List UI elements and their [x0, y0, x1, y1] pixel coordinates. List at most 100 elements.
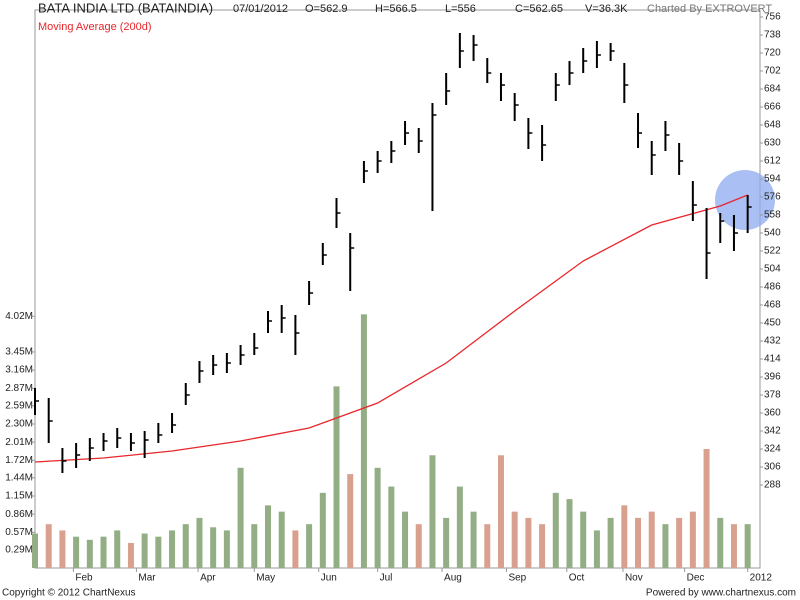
- plot-frame: [34, 9, 761, 569]
- y-tick-label: 486: [764, 282, 781, 293]
- volume-bar: [566, 499, 573, 568]
- moving-average-line: [34, 194, 748, 463]
- credit: Charted By EXTROVERT: [647, 3, 772, 15]
- y-tick-label: 558: [764, 210, 781, 221]
- volume-bar: [511, 511, 518, 568]
- chart-title: BATA INDIA LTD (BATAINDIA): [38, 0, 213, 15]
- x-tick-label: Feb: [75, 573, 93, 584]
- x-tick-label: Nov: [625, 573, 643, 584]
- volume-tick-label: 1.15M: [5, 491, 33, 502]
- x-tick-label: Dec: [687, 573, 705, 584]
- volume-bar: [237, 467, 244, 568]
- volume-bar: [470, 511, 477, 568]
- volume-bar: [525, 517, 532, 568]
- volume-bar: [374, 467, 381, 568]
- volume-tick-label: 2.01M: [5, 437, 33, 448]
- volume-tick-label: 2.59M: [5, 400, 33, 411]
- y-tick-label: 666: [764, 102, 781, 113]
- x-tick-label: May: [256, 573, 275, 584]
- x-tick-label: Apr: [200, 573, 216, 584]
- x-tick-label: Aug: [444, 573, 462, 584]
- volume-bar: [251, 524, 258, 568]
- volume-bar: [141, 533, 148, 568]
- volume-bar: [689, 511, 696, 568]
- y-tick-label: 702: [764, 66, 781, 77]
- volume-bar: [676, 517, 683, 568]
- volume-bar: [744, 524, 751, 568]
- volume-bar: [730, 524, 737, 568]
- volume-bar: [717, 517, 724, 568]
- volume-tick-label: 0.57M: [5, 527, 33, 538]
- y-tick-label: 360: [764, 408, 781, 419]
- volume-bar: [593, 530, 600, 568]
- volume-bar: [333, 386, 340, 568]
- y-tick-label: 342: [764, 426, 781, 437]
- volume-bar: [86, 539, 93, 568]
- volume-bar: [292, 530, 299, 568]
- volume-bar: [552, 492, 559, 568]
- volume-bar: [429, 455, 436, 568]
- volume-bar: [278, 511, 285, 568]
- quote-close: C=562.65: [515, 3, 563, 15]
- volume-bar: [264, 505, 271, 568]
- quote-high: H=566.5: [375, 3, 417, 15]
- y-tick-label: 648: [764, 120, 781, 131]
- volume-tick-label: 2.87M: [5, 383, 33, 394]
- volume-bar: [155, 536, 162, 568]
- volume-bar: [443, 517, 450, 568]
- volume-tick-label: 4.02M: [5, 311, 33, 322]
- quote-volume: V=36.3K: [585, 3, 628, 15]
- volume-bar: [319, 492, 326, 568]
- volume-bar: [456, 486, 463, 568]
- y-tick-label: 756: [764, 12, 781, 23]
- volume-tick-label: 0.29M: [5, 544, 33, 555]
- y-tick-label: 306: [764, 462, 781, 473]
- volume-bar: [580, 511, 587, 568]
- quote-low: L=556: [445, 3, 476, 15]
- y-tick-label: 684: [764, 84, 781, 95]
- volume-bar: [114, 530, 121, 568]
- x-tick-label: Oct: [569, 573, 585, 584]
- x-tick-label: Sep: [508, 573, 526, 584]
- volume-bar: [196, 517, 203, 568]
- x-tick-label: 2012: [750, 573, 773, 584]
- volume-tick-label: 2.30M: [5, 419, 33, 430]
- volume-bar: [306, 524, 313, 568]
- y-tick-label: 396: [764, 372, 781, 383]
- volume-tick-label: 3.16M: [5, 365, 33, 376]
- volume-bar: [210, 527, 217, 568]
- volume-bar: [648, 511, 655, 568]
- volume-bar: [347, 474, 354, 568]
- y-tick-label: 540: [764, 228, 781, 239]
- volume-bar: [662, 524, 669, 568]
- y-tick-label: 576: [764, 192, 781, 203]
- y-tick-label: 288: [764, 480, 781, 491]
- ma-legend: Moving Average (200d): [38, 21, 152, 33]
- volume-tick-label: 1.72M: [5, 455, 33, 466]
- volume-bar: [539, 524, 546, 568]
- volume-bar: [182, 524, 189, 568]
- volume-bar: [32, 533, 38, 568]
- volume-tick-label: 0.86M: [5, 509, 33, 520]
- volume-bar: [497, 455, 504, 568]
- volume-bar: [415, 524, 422, 568]
- y-tick-label: 504: [764, 264, 781, 275]
- y-tick-label: 522: [764, 246, 781, 257]
- volume-bar: [703, 449, 710, 568]
- volume-bar: [635, 517, 642, 568]
- volume-bar: [402, 511, 409, 568]
- y-tick-label: 432: [764, 336, 781, 347]
- volume-bar: [388, 486, 395, 568]
- y-tick-label: 378: [764, 390, 781, 401]
- y-tick-label: 720: [764, 48, 781, 59]
- x-tick-label: Jun: [321, 573, 337, 584]
- x-tick-label: Jul: [380, 573, 393, 584]
- volume-tick-label: 1.44M: [5, 472, 33, 483]
- y-tick-label: 414: [764, 354, 781, 365]
- volume-bar: [100, 536, 107, 568]
- x-tick-label: Mar: [138, 573, 156, 584]
- volume-bar: [621, 505, 628, 568]
- y-tick-label: 450: [764, 318, 781, 329]
- volume-bar: [169, 530, 176, 568]
